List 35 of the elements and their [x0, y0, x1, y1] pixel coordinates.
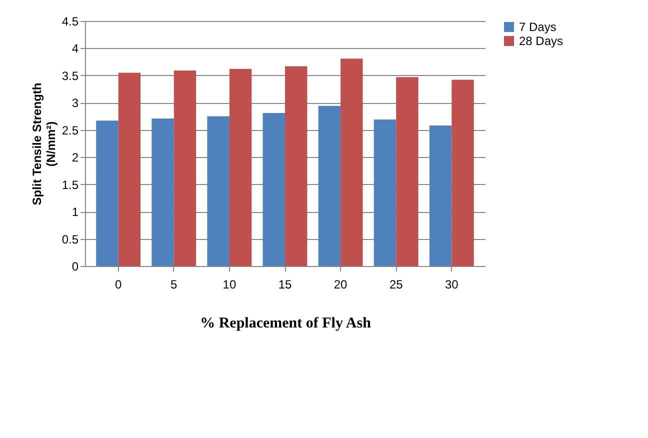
bar — [262, 113, 285, 266]
bar — [118, 72, 141, 266]
bar — [174, 70, 196, 266]
bar — [318, 106, 341, 266]
y-tick-label: 0 — [72, 260, 79, 274]
y-tick-label: 1.5 — [62, 178, 79, 192]
bar — [285, 66, 308, 266]
y-tick-label: 4.5 — [62, 14, 79, 28]
y-tick-label: 4 — [72, 42, 79, 56]
bar — [96, 120, 118, 266]
y-tick-label: 3.5 — [62, 68, 79, 83]
x-tick-label: 5 — [170, 278, 178, 292]
x-axis-title: % Replacement of Fly Ash — [200, 316, 372, 332]
x-tick-label: 10 — [222, 278, 236, 292]
bar — [340, 58, 363, 266]
x-tick-label: 20 — [334, 278, 348, 292]
y-tick-label: 2.5 — [62, 123, 79, 138]
bar — [374, 120, 396, 266]
y-tick-label: 0.5 — [62, 232, 79, 246]
y-tick-label: 1 — [72, 205, 79, 220]
x-tick-label: 15 — [278, 278, 292, 292]
x-tick-label: 0 — [114, 278, 122, 292]
y-tick-label: 3 — [72, 96, 79, 110]
legend-label: 28 Days — [519, 34, 564, 48]
y-axis-title: Split Tensile Strength (N/mm²) — [30, 82, 58, 206]
bar — [207, 116, 230, 266]
y-tick-label: 2 — [72, 150, 79, 165]
bar — [152, 118, 174, 266]
x-tick-label: 30 — [444, 278, 459, 292]
bar — [429, 126, 452, 266]
legend-label: 7 Days — [519, 20, 556, 34]
bar — [396, 77, 418, 266]
bar — [229, 68, 252, 266]
bar — [452, 80, 474, 266]
x-tick-label: 25 — [389, 278, 404, 292]
